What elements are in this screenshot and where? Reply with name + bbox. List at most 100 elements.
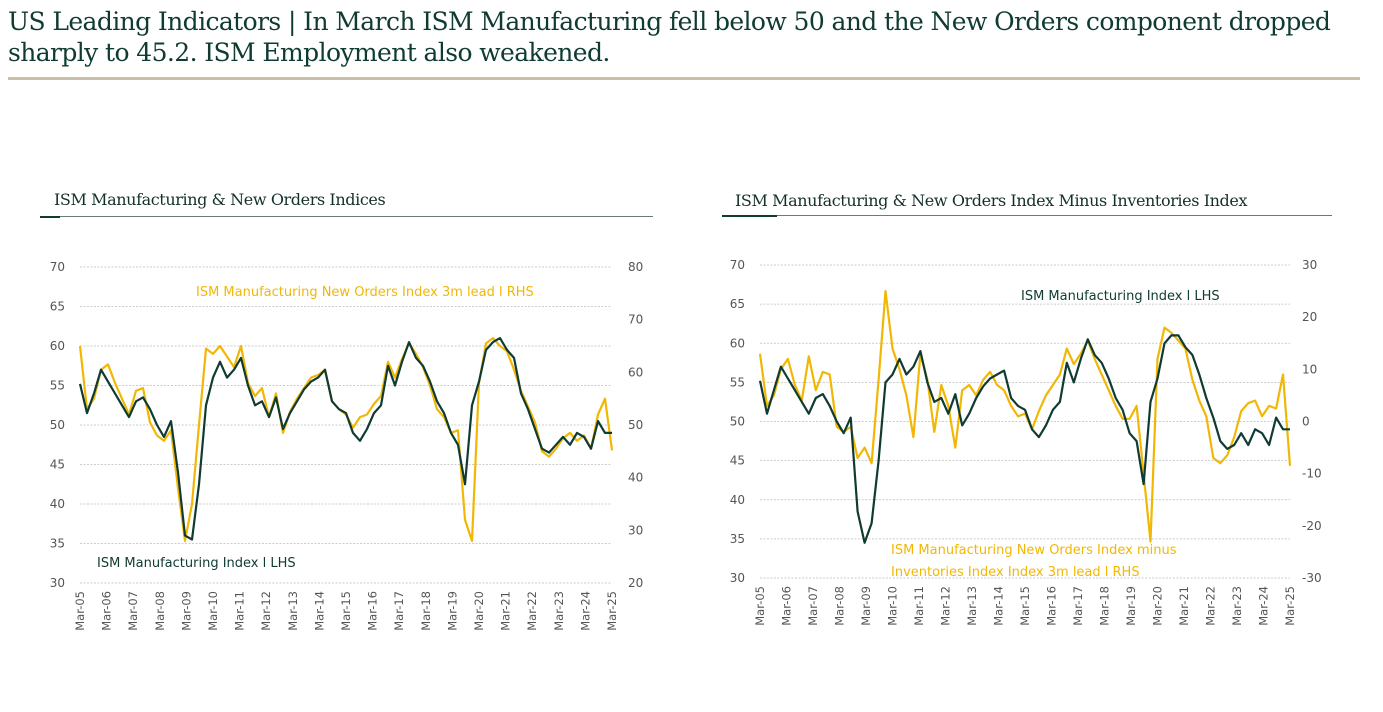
x-tick-label: Mar-15 — [339, 591, 353, 631]
right-tick-label: -30 — [1302, 571, 1322, 585]
x-tick-label: Mar-18 — [419, 591, 433, 631]
chart-2-ism-neworders-minus-inventories: 30 35 40 45 50 55 60 65 70 -30 -20 -10 0 10 20 30 Mar-… — [730, 258, 1322, 626]
x-tick-label: Mar-21 — [1177, 586, 1191, 626]
x-tick-label: Mar-16 — [366, 591, 380, 631]
x-tick-label: Mar-15 — [1018, 586, 1032, 626]
left-tick-label: 35 — [50, 537, 65, 551]
x-tick-label: Mar-13 — [286, 591, 300, 631]
left-tick-label: 65 — [730, 297, 745, 311]
x-tick-label: Mar-25 — [1283, 586, 1297, 626]
left-tick-label: 45 — [50, 458, 65, 472]
chart-1-title-rule — [40, 216, 653, 218]
x-tick-label: Mar-20 — [1151, 586, 1165, 626]
x-tick-label: Mar-19 — [445, 591, 459, 631]
left-tick-label: 55 — [50, 379, 65, 393]
x-tick-label: Mar-17 — [392, 591, 406, 631]
x-tick-label: Mar-08 — [153, 591, 167, 631]
right-tick-label: 20 — [1302, 310, 1317, 324]
x-tick-label: Mar-17 — [1071, 586, 1085, 626]
chart-2-dark-series-label: ISM Manufacturing Index l LHS — [1021, 289, 1220, 304]
x-tick-label: Mar-23 — [1230, 586, 1244, 626]
x-tick-label: Mar-18 — [1098, 586, 1112, 626]
x-tick-label: Mar-25 — [605, 591, 619, 631]
chart-2-title: ISM Manufacturing & New Orders Index Min… — [735, 191, 1248, 210]
x-tick-label: Mar-22 — [525, 591, 539, 631]
chart-1-dark-series-label: ISM Manufacturing Index l LHS — [97, 556, 296, 571]
right-tick-label: 30 — [1302, 258, 1317, 272]
left-tick-label: 60 — [50, 339, 65, 353]
right-tick-label: 20 — [628, 576, 643, 590]
right-tick-label: 70 — [628, 313, 643, 327]
x-tick-label: Mar-23 — [552, 591, 566, 631]
chart-2-series — [758, 290, 1292, 544]
x-tick-label: Mar-05 — [73, 591, 87, 631]
chart-1-x-axis: Mar-05 Mar-06 Mar-07 Mar-08 Mar-09 Mar-10 Mar-… — [73, 591, 619, 631]
x-tick-label: Mar-13 — [965, 586, 979, 626]
left-tick-label: 65 — [50, 300, 65, 314]
chart-1-gridlines — [80, 266, 612, 584]
left-tick-label: 40 — [730, 493, 745, 507]
page-headline: US Leading Indicators | In March ISM Man… — [8, 6, 1368, 68]
left-tick-label: 70 — [730, 258, 745, 272]
x-tick-label: Mar-10 — [206, 591, 220, 631]
x-tick-label: Mar-22 — [1204, 586, 1218, 626]
chart-2-title-rule — [722, 215, 1332, 217]
left-tick-label: 50 — [50, 418, 65, 432]
right-tick-label: 30 — [628, 523, 643, 537]
left-tick-label: 40 — [50, 497, 65, 511]
chart-1-left-axis: 30 35 40 45 50 55 60 65 70 — [50, 260, 65, 590]
chart-2-gold-series-label-line2: Inventories Index Index 3m lead l RHS — [891, 565, 1140, 580]
x-tick-label: Mar-06 — [780, 586, 794, 626]
x-tick-label: Mar-14 — [312, 591, 326, 631]
x-tick-label: Mar-11 — [912, 586, 926, 626]
x-tick-label: Mar-16 — [1045, 586, 1059, 626]
x-tick-label: Mar-19 — [1124, 586, 1138, 626]
left-tick-label: 35 — [730, 532, 745, 546]
x-tick-label: Mar-20 — [472, 591, 486, 631]
right-tick-label: 40 — [628, 471, 643, 485]
x-tick-label: Mar-24 — [578, 591, 592, 631]
headline-line-2: sharply to 45.2. ISM Employment also wea… — [8, 38, 610, 67]
right-tick-label: 60 — [628, 365, 643, 379]
x-tick-label: Mar-07 — [806, 586, 820, 626]
chart-1-ism-new-orders: 30 35 40 45 50 55 60 65 70 20 30 40 50 60 70 80 Mar-05… — [50, 260, 644, 631]
right-tick-label: -20 — [1302, 519, 1322, 533]
left-tick-label: 30 — [50, 576, 65, 590]
left-tick-label: 70 — [50, 260, 65, 274]
right-tick-label: 0 — [1302, 415, 1310, 429]
x-tick-label: Mar-09 — [179, 591, 193, 631]
x-tick-label: Mar-10 — [886, 586, 900, 626]
ism-manufacturing-line — [78, 337, 612, 541]
right-tick-label: -10 — [1302, 467, 1322, 481]
left-tick-label: 55 — [730, 375, 745, 389]
x-tick-label: Mar-08 — [833, 586, 847, 626]
new-orders-line — [78, 337, 614, 543]
chart-2-left-axis: 30 35 40 45 50 55 60 65 70 — [730, 258, 745, 585]
x-tick-label: Mar-14 — [992, 586, 1006, 626]
x-tick-label: Mar-21 — [499, 591, 513, 631]
x-tick-label: Mar-12 — [259, 591, 273, 631]
x-tick-label: Mar-11 — [233, 591, 247, 631]
chart-1-title: ISM Manufacturing & New Orders Indices — [54, 190, 386, 209]
left-tick-label: 50 — [730, 415, 745, 429]
new-orders-line — [758, 290, 1292, 543]
left-tick-label: 60 — [730, 336, 745, 350]
x-tick-label: Mar-24 — [1257, 586, 1271, 626]
left-tick-label: 30 — [730, 571, 745, 585]
left-tick-label: 45 — [730, 454, 745, 468]
chart-2-x-axis: Mar-05 Mar-06 Mar-07 Mar-08 Mar-09 Mar-10 Mar-… — [753, 586, 1297, 626]
chart-1-series — [78, 337, 614, 543]
x-tick-label: Mar-07 — [126, 591, 140, 631]
chart-2-gridlines — [760, 264, 1290, 579]
chart-2-right-axis: -30 -20 -10 0 10 20 30 — [1302, 258, 1322, 585]
right-tick-label: 80 — [628, 260, 643, 274]
x-tick-label: Mar-05 — [753, 586, 767, 626]
ism-manufacturing-line — [758, 334, 1290, 544]
chart-2-gold-series-label-line1: ISM Manufacturing New Orders Index minus — [891, 543, 1177, 558]
chart-1-gold-series-label: ISM Manufacturing New Orders Index 3m le… — [196, 285, 534, 300]
right-tick-label: 10 — [1302, 362, 1317, 376]
right-tick-label: 50 — [628, 418, 643, 432]
chart-1-right-axis: 20 30 40 50 60 70 80 — [628, 260, 643, 590]
x-tick-label: Mar-06 — [100, 591, 114, 631]
